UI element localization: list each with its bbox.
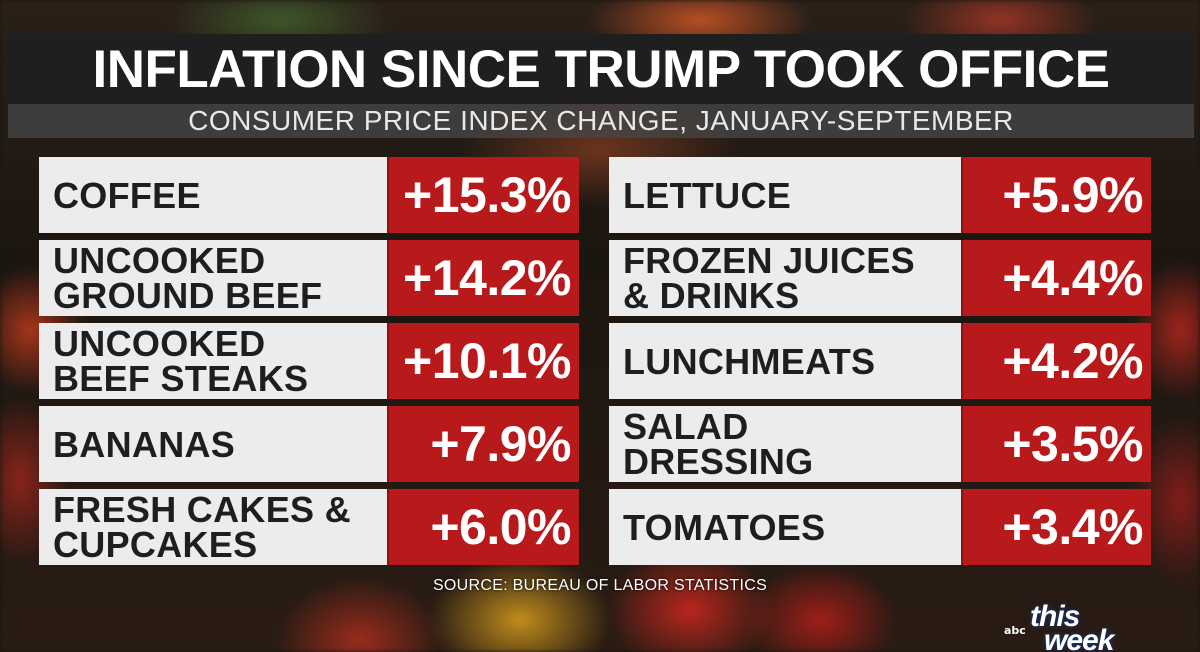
page-title: INFLATION SINCE TRUMP TOOK OFFICE [92, 39, 1111, 99]
subtitle-bar: CONSUMER PRICE INDEX CHANGE, JANUARY-SEP… [8, 104, 1194, 138]
item-label: UNCOOKED GROUND BEEF [39, 240, 387, 316]
page-subtitle: CONSUMER PRICE INDEX CHANGE, JANUARY-SEP… [188, 105, 1014, 136]
item-change: +14.2% [387, 240, 579, 316]
item-label: FRESH CAKES & CUPCAKES [39, 489, 387, 565]
item-change: +15.3% [387, 157, 579, 233]
item-change: +4.4% [961, 240, 1151, 316]
item-change: +4.2% [961, 323, 1151, 399]
price-row-lunchmeats: LUNCHMEATS +4.2% [609, 323, 1151, 399]
item-change: +3.5% [961, 406, 1151, 482]
price-row-tomatoes: TOMATOES +3.4% [609, 489, 1151, 565]
item-change: +5.9% [961, 157, 1151, 233]
item-label: SALAD DRESSING [609, 406, 961, 482]
price-row-lettuce: LETTUCE +5.9% [609, 157, 1151, 233]
item-label: TOMATOES [609, 489, 961, 565]
price-row-coffee: COFFEE +15.3% [39, 157, 579, 233]
item-change: +3.4% [961, 489, 1151, 565]
item-label: COFFEE [39, 157, 387, 233]
logo-line-1: this [1030, 600, 1080, 633]
price-row-ground-beef: UNCOOKED GROUND BEEF +14.2% [39, 240, 579, 316]
item-change: +10.1% [387, 323, 579, 399]
item-change: +7.9% [387, 406, 579, 482]
price-row-cakes: FRESH CAKES & CUPCAKES +6.0% [39, 489, 579, 565]
price-row-frozen-juices: FROZEN JUICES & DRINKS +4.4% [609, 240, 1151, 316]
source-credit: SOURCE: BUREAU OF LABOR STATISTICS [432, 577, 768, 594]
abc-logo: abc [1004, 624, 1026, 637]
item-label: LETTUCE [609, 157, 961, 233]
item-label: FROZEN JUICES & DRINKS [609, 240, 961, 316]
item-change: +6.0% [387, 489, 579, 565]
item-label: LUNCHMEATS [609, 323, 961, 399]
item-label: BANANAS [39, 406, 387, 482]
price-row-bananas: BANANAS +7.9% [39, 406, 579, 482]
price-row-salad-dressing: SALAD DRESSING +3.5% [609, 406, 1151, 482]
logo-line-2: week [1044, 624, 1114, 652]
item-label: UNCOOKED BEEF STEAKS [39, 323, 387, 399]
price-row-beef-steaks: UNCOOKED BEEF STEAKS +10.1% [39, 323, 579, 399]
title-bar: INFLATION SINCE TRUMP TOOK OFFICE [8, 34, 1194, 104]
this-week-logo: abc this week [1004, 600, 1194, 652]
